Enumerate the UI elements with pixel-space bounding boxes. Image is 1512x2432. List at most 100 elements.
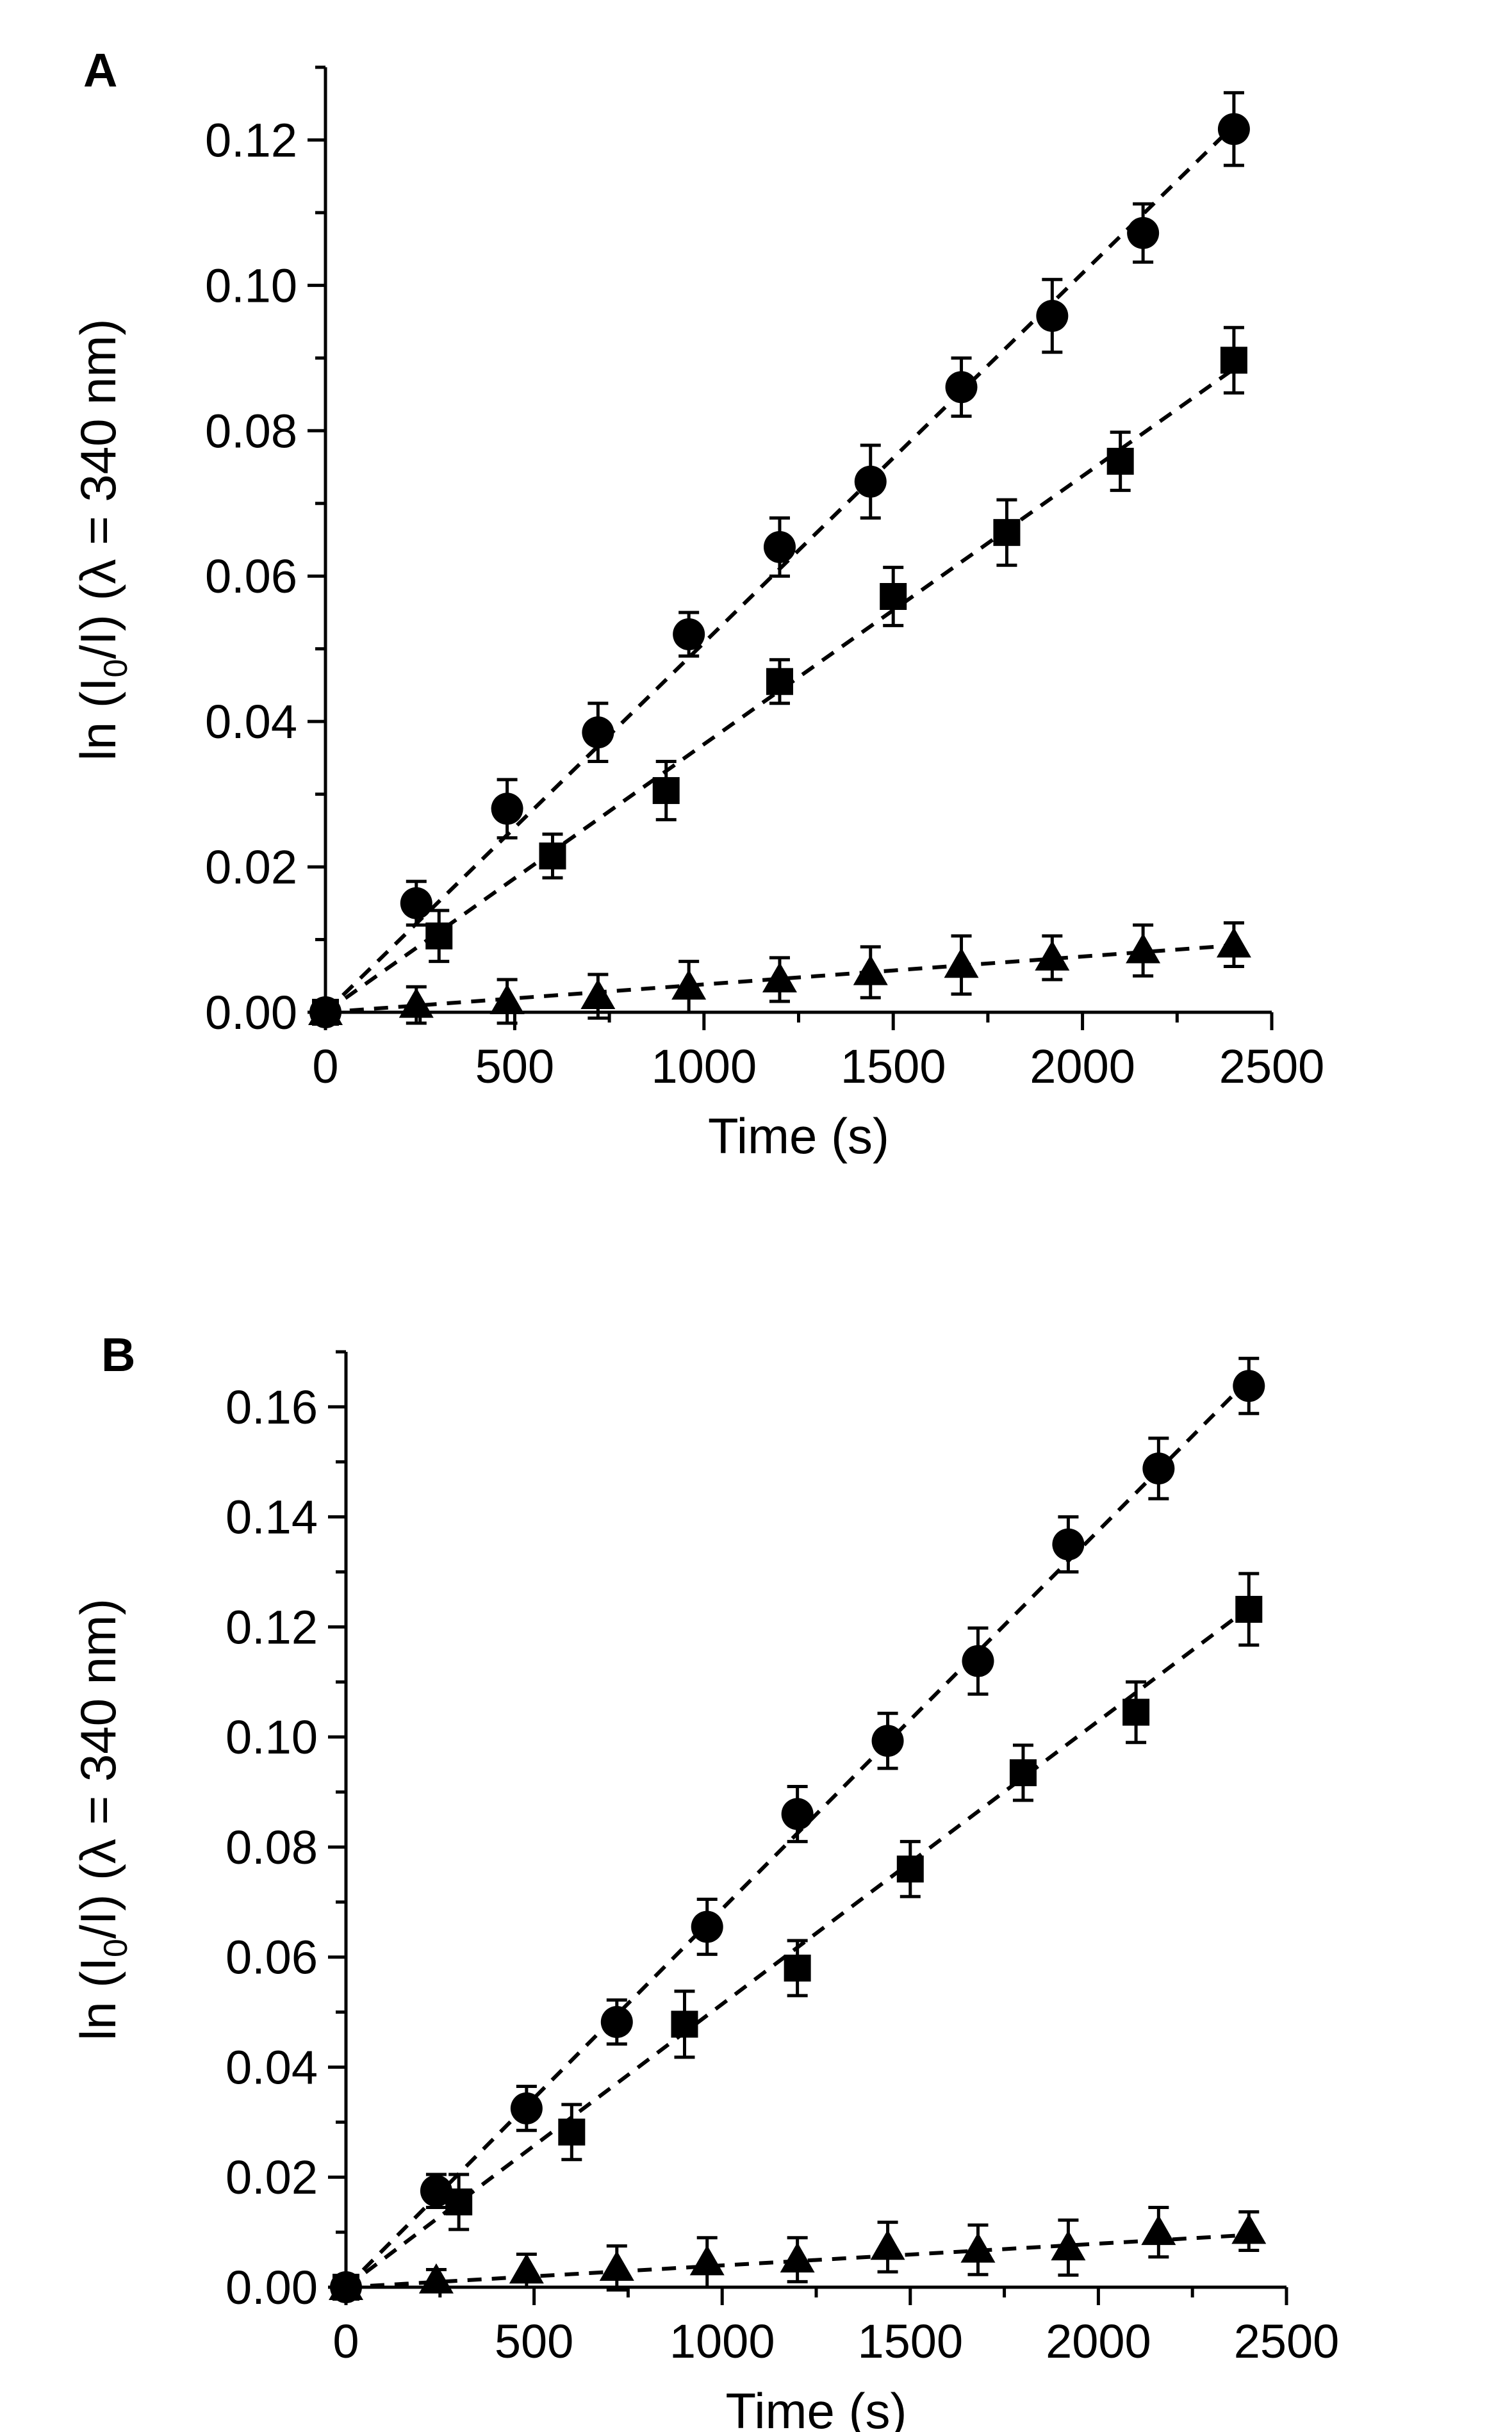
data-point-square bbox=[880, 583, 907, 610]
data-point-triangle bbox=[489, 983, 525, 1014]
fit-line-square bbox=[324, 367, 1235, 1014]
x-tick-label: 2000 bbox=[1046, 2315, 1151, 2368]
data-point-triangle bbox=[960, 2232, 996, 2263]
data-point-triangle bbox=[509, 2253, 544, 2284]
data-point-circle bbox=[962, 1645, 994, 1677]
y-tick-label: 0.14 bbox=[226, 1491, 318, 1544]
data-point-triangle bbox=[762, 962, 797, 992]
y-axis-title-suffix: /I) (λ = 340 nm) bbox=[70, 319, 126, 659]
series-circle bbox=[309, 91, 1250, 1028]
data-point-triangle bbox=[1231, 2214, 1267, 2244]
x-tick-label: 1500 bbox=[857, 2315, 963, 2368]
data-point-circle bbox=[673, 618, 705, 650]
y-axis-title-prefix: ln (I bbox=[70, 677, 126, 760]
data-point-circle bbox=[871, 1725, 904, 1757]
y-axis-title: ln (I0/I) (λ = 340 nm) bbox=[70, 1598, 135, 2041]
data-point-triangle bbox=[944, 948, 979, 978]
data-point-circle bbox=[1036, 300, 1069, 333]
data-point-square bbox=[445, 2188, 473, 2215]
data-point-triangle bbox=[853, 955, 888, 985]
fit-line-triangle bbox=[325, 943, 1235, 1014]
x-tick-label: 500 bbox=[495, 2315, 573, 2368]
data-point-triangle bbox=[599, 2250, 634, 2281]
x-tick-label: 1000 bbox=[651, 1040, 757, 1093]
x-tick-label: 0 bbox=[333, 2315, 359, 2368]
data-point-circle bbox=[854, 465, 887, 498]
y-tick-label: 0.00 bbox=[205, 986, 297, 1039]
panel-letter: B bbox=[101, 1328, 135, 1381]
data-point-triangle bbox=[329, 2270, 363, 2300]
data-point-circle bbox=[763, 530, 796, 563]
data-point-triangle bbox=[689, 2245, 725, 2276]
y-axis-title-subscript: 0 bbox=[97, 659, 135, 678]
y-tick-label: 0.04 bbox=[205, 695, 297, 748]
x-tick-label: 2500 bbox=[1234, 2315, 1340, 2368]
y-axis-title-suffix: /I) (λ = 340 nm) bbox=[70, 1598, 126, 1939]
panel-letter: A bbox=[83, 44, 117, 97]
data-point-triangle bbox=[1051, 2230, 1086, 2261]
data-point-square bbox=[1220, 347, 1247, 374]
x-tick-label: 0 bbox=[312, 1040, 338, 1093]
data-point-square bbox=[558, 2118, 586, 2146]
x-tick-label: 2500 bbox=[1219, 1040, 1325, 1093]
series-square bbox=[312, 325, 1247, 1026]
data-point-square bbox=[1235, 1595, 1263, 1623]
data-point-square bbox=[539, 842, 566, 870]
y-axis-title-prefix: ln (I bbox=[70, 1957, 126, 2041]
data-point-triangle bbox=[580, 979, 616, 1010]
y-axis-title-subscript: 0 bbox=[97, 1939, 135, 1957]
data-point-circle bbox=[582, 716, 614, 749]
data-point-circle bbox=[600, 2006, 633, 2039]
data-point-square bbox=[1122, 1698, 1150, 1726]
y-tick-label: 0.12 bbox=[205, 113, 297, 167]
x-tick-label: 1000 bbox=[670, 2315, 775, 2368]
data-point-square bbox=[784, 1954, 811, 1982]
series-triangle bbox=[308, 921, 1251, 1025]
data-point-triangle bbox=[308, 995, 343, 1025]
series-square bbox=[333, 1572, 1263, 2301]
panel-b: B 0 500 1000 1500 2000 2500 0.00 0.02 0.04 0.06 0.0… bbox=[70, 1328, 1339, 2432]
x-tick-label: 500 bbox=[475, 1040, 554, 1093]
data-point-circle bbox=[491, 793, 523, 825]
x-axis-title: Time (s) bbox=[725, 2383, 907, 2432]
data-point-circle bbox=[1233, 1370, 1265, 1402]
data-point-square bbox=[671, 2010, 698, 2038]
y-tick-label: 0.00 bbox=[226, 2261, 318, 2314]
data-point-square bbox=[896, 1855, 924, 1883]
y-tick-label: 0.02 bbox=[205, 841, 297, 894]
y-tick-label: 0.10 bbox=[226, 1711, 318, 1764]
data-point-circle bbox=[510, 2092, 543, 2124]
data-point-square bbox=[766, 668, 793, 695]
x-tick-label: 2000 bbox=[1030, 1040, 1135, 1093]
data-point-triangle bbox=[418, 2263, 454, 2294]
data-point-circle bbox=[420, 2174, 452, 2207]
data-point-square bbox=[652, 776, 680, 804]
data-point-triangle bbox=[671, 969, 707, 1000]
data-point-triangle bbox=[1126, 933, 1161, 964]
y-tick-label: 0.08 bbox=[226, 1821, 318, 1874]
y-tick-label: 0.10 bbox=[205, 259, 297, 312]
data-point-square bbox=[1009, 1759, 1037, 1786]
y-tick-label: 0.02 bbox=[226, 2151, 318, 2204]
y-tick-label: 0.04 bbox=[226, 2041, 318, 2094]
data-point-triangle bbox=[399, 987, 434, 1018]
data-point-circle bbox=[781, 1798, 814, 1830]
y-tick-label: 0.08 bbox=[205, 404, 297, 457]
data-point-triangle bbox=[1216, 927, 1251, 958]
panel-a: A 0 500 1000 1500 2000 2500 0.00 0.02 0.04 0.06 0.0… bbox=[70, 44, 1324, 1164]
data-point-square bbox=[993, 519, 1021, 546]
y-tick-label: 0.06 bbox=[205, 550, 297, 603]
data-point-circle bbox=[945, 371, 978, 404]
series-triangle bbox=[329, 2205, 1267, 2300]
data-point-square bbox=[425, 922, 453, 949]
data-point-triangle bbox=[1141, 2215, 1176, 2246]
data-point-circle bbox=[1127, 217, 1160, 249]
data-point-triangle bbox=[780, 2242, 815, 2273]
data-point-circle bbox=[1052, 1528, 1085, 1561]
y-tick-label: 0.06 bbox=[226, 1931, 318, 1984]
x-axis-title: Time (s) bbox=[708, 1108, 889, 1164]
y-axis-title: ln (I0/I) (λ = 340 nm) bbox=[70, 319, 135, 761]
data-point-triangle bbox=[870, 2230, 905, 2260]
data-point-circle bbox=[400, 887, 432, 919]
